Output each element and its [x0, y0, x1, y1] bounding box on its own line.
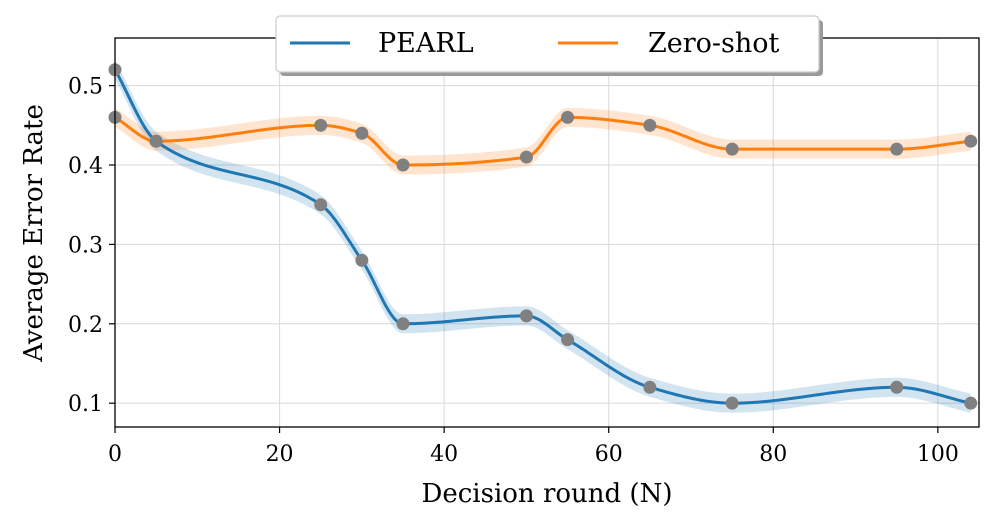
axis-ticks: 0 20 40 60 80 100 0.1 0.2 0.3 0.4 0.5 — [68, 75, 959, 467]
legend-label-zero-shot: Zero-shot — [648, 28, 780, 59]
legend-box — [275, 15, 820, 73]
x-tick-label: 80 — [759, 442, 787, 467]
point-zero-shot — [314, 118, 328, 132]
point-pearl — [643, 380, 657, 394]
x-tick-label: 40 — [430, 442, 458, 467]
plot-frame — [114, 37, 980, 428]
line-zero-shot — [114, 115, 971, 167]
point-zero-shot — [964, 134, 978, 148]
point-pearl — [396, 317, 410, 331]
y-tick-label: 0.5 — [68, 75, 103, 100]
x-tick-label: 0 — [108, 442, 122, 467]
point-zero-shot — [149, 134, 163, 148]
point-pearl — [964, 396, 978, 410]
point-zero-shot — [561, 110, 575, 124]
y-tick-label: 0.4 — [68, 154, 103, 179]
point-zero-shot — [643, 118, 657, 132]
y-tick-label: 0.2 — [68, 313, 103, 338]
point-zero-shot — [725, 142, 739, 156]
point-zero-shot — [396, 158, 410, 172]
legend: PEARL Zero-shot — [275, 15, 823, 76]
point-pearl — [890, 380, 904, 394]
confidence-bands — [115, 60, 971, 413]
x-tick-label: 100 — [917, 442, 959, 467]
x-tick-label: 20 — [266, 442, 294, 467]
y-tick-label: 0.1 — [68, 392, 103, 417]
y-tick-label: 0.3 — [68, 233, 103, 258]
point-pearl — [519, 309, 533, 323]
x-axis-label: Decision round (N) — [422, 479, 673, 509]
point-pearl — [561, 333, 575, 347]
data-points — [108, 63, 978, 410]
legend-label-pearl: PEARL — [378, 28, 474, 59]
band-pearl — [115, 60, 971, 413]
x-tick-label: 60 — [595, 442, 623, 467]
series-lines — [113, 69, 972, 405]
point-zero-shot — [355, 126, 369, 140]
point-zero-shot — [519, 150, 533, 164]
line-pearl — [113, 69, 972, 405]
point-pearl — [314, 198, 328, 212]
point-pearl — [355, 253, 369, 267]
y-axis-label: Average Error Rate — [19, 104, 49, 363]
point-zero-shot — [890, 142, 904, 156]
point-pearl — [725, 396, 739, 410]
grid — [114, 38, 979, 427]
